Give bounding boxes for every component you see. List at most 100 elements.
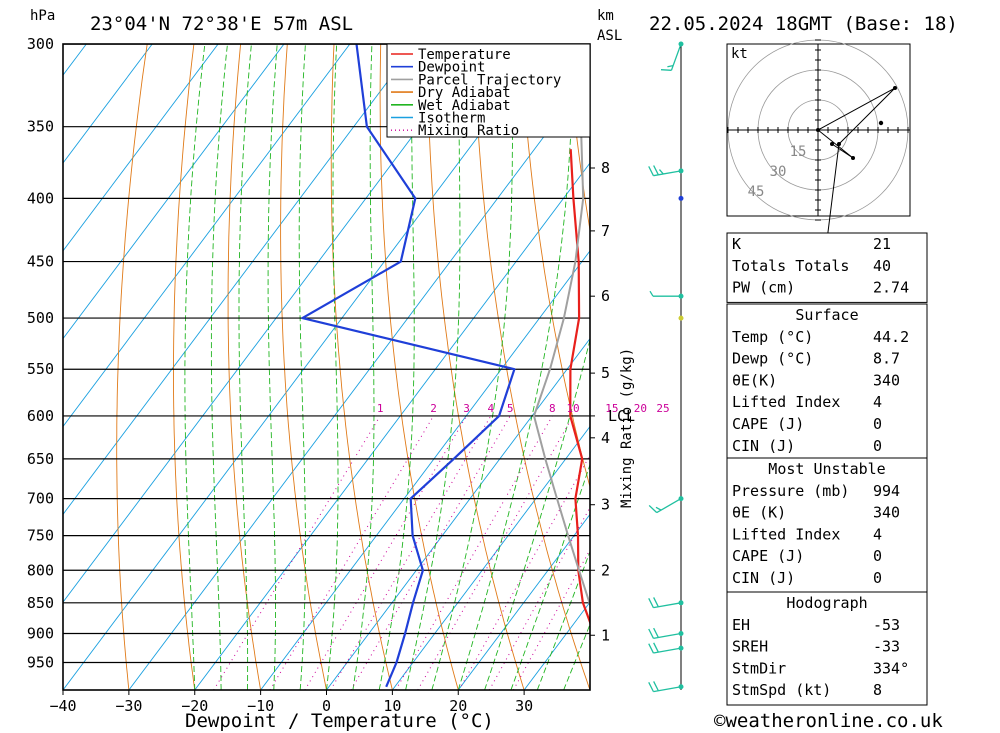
series-temperature [569, 149, 590, 626]
wind-station-dot [678, 315, 684, 321]
km-tick-label: 5 [601, 364, 610, 382]
series-dewpoint [301, 44, 516, 688]
wind-barb-flag [653, 642, 659, 653]
table-title: Surface [795, 306, 858, 324]
legend-label: Dewpoint [418, 60, 485, 76]
wind-barb-staff [656, 498, 682, 514]
hodograph-ring-label: 45 [748, 184, 765, 200]
wet-adiabat [378, 44, 415, 690]
isotherm-lines [63, 44, 590, 690]
pressure-tick-label: 500 [27, 309, 54, 327]
dry-adiabat [988, 44, 1000, 690]
hodograph-trace [817, 87, 896, 257]
table-row-value: 340 [873, 371, 900, 389]
pressure-tick-label: 600 [27, 407, 54, 425]
wind-barb-flag [648, 504, 658, 514]
hodograph-unit-label: kt [731, 46, 748, 62]
pressure-tick-label: 650 [27, 450, 54, 468]
pressure-tick-label: 400 [27, 189, 54, 207]
table-row-value: 8 [873, 681, 882, 699]
wind-barb-flag [653, 597, 659, 608]
wet-adiabat [267, 44, 278, 690]
wind-barb-flag [667, 64, 674, 68]
table-row-label: K [732, 235, 741, 253]
isotherm [326, 337, 590, 690]
pressure-tick-label: 350 [27, 118, 54, 136]
wind-barb-flag [648, 643, 655, 654]
table-row-value: 0 [873, 547, 882, 565]
x-tick-label: 0 [322, 697, 331, 715]
table-row-label: PW (cm) [732, 279, 795, 297]
wet-adiabat [210, 44, 228, 690]
table-row-label: Temp (°C) [732, 328, 813, 346]
legend-label: Parcel Trajectory [418, 72, 561, 88]
table-row-value: -53 [873, 616, 900, 634]
pressure-unit-label: hPa [30, 8, 55, 24]
table-row-label: CAPE (J) [732, 415, 804, 433]
mixing-ratio-axis-title: Mixing Ratio (g/kg) [619, 348, 635, 508]
wet-adiabat [431, 44, 513, 690]
hodograph-ring-label: 30 [770, 164, 787, 180]
pressure-tick-label: 450 [27, 253, 54, 271]
wind-barb-flag [648, 598, 655, 608]
hodograph-point [816, 128, 820, 132]
table-row-value: 21 [873, 235, 891, 253]
mixing-ratio-label: 3 [463, 402, 470, 415]
mixing-ratio-line [458, 454, 590, 690]
wind-barb-flag [648, 166, 655, 176]
wet-adiabat [298, 44, 306, 690]
km-tick-label: 8 [601, 159, 610, 177]
wet-adiabat [326, 44, 339, 690]
pressure-tick-label: 300 [27, 35, 54, 53]
asl-unit-label: ASL [597, 28, 622, 44]
table-row-value: 340 [873, 504, 900, 522]
table-row-value: -33 [873, 638, 900, 656]
wind-barb-flag [648, 682, 655, 692]
dry-adiabat [941, 44, 1000, 690]
wind-barb-flag [649, 290, 654, 297]
mixing-ratio-label: 8 [549, 402, 556, 415]
sounding-series [301, 44, 590, 688]
legend-label: Wet Adiabat [418, 98, 511, 114]
table-row-value: 994 [873, 482, 900, 500]
pressure-tick-label: 900 [27, 624, 54, 642]
pressure-tick-label: 950 [27, 653, 54, 671]
table-row-value: 40 [873, 257, 891, 275]
km-tick-label: 2 [601, 561, 610, 579]
table-title: Most Unstable [768, 460, 885, 478]
dry-adiabat [473, 44, 590, 690]
axis-ticks: 3003504004505005506006507007508008509009… [27, 35, 635, 715]
isotherm [63, 44, 219, 252]
isotherm [63, 44, 153, 164]
isotherm [392, 425, 590, 690]
table-row-label: CIN (J) [732, 437, 795, 455]
lcl-label: LCL [608, 407, 635, 425]
pressure-tick-label: 750 [27, 527, 54, 545]
dry-adiabat [379, 44, 459, 690]
isotherm [457, 513, 590, 690]
mixing-ratio-lines [213, 415, 590, 690]
table-row-value: 2.74 [873, 279, 909, 297]
wind-barb-flag [658, 169, 664, 175]
table-row-label: Lifted Index [732, 525, 840, 543]
series-parcel-trajectory [533, 44, 590, 608]
wind-barb-flag [660, 69, 672, 71]
mixing-ratio-label: 2 [430, 402, 437, 415]
wind-barb-flag [653, 681, 659, 692]
copyright-footer: ©weatheronline.co.uk [714, 710, 943, 732]
table-row-label: SREH [732, 638, 768, 656]
table-row-value: 8.7 [873, 350, 900, 368]
x-axis-title: Dewpoint / Temperature (°C) [185, 710, 494, 732]
table-row-label: Dewp (°C) [732, 350, 813, 368]
wet-adiabat [184, 44, 206, 690]
mixing-ratio-label: 1 [377, 402, 384, 415]
wind-barbs [648, 41, 684, 693]
table-box [726, 591, 928, 706]
mixing-ratio-label: 5 [507, 402, 514, 415]
table-row-value: 4 [873, 525, 882, 543]
km-tick-label: 1 [601, 626, 610, 644]
